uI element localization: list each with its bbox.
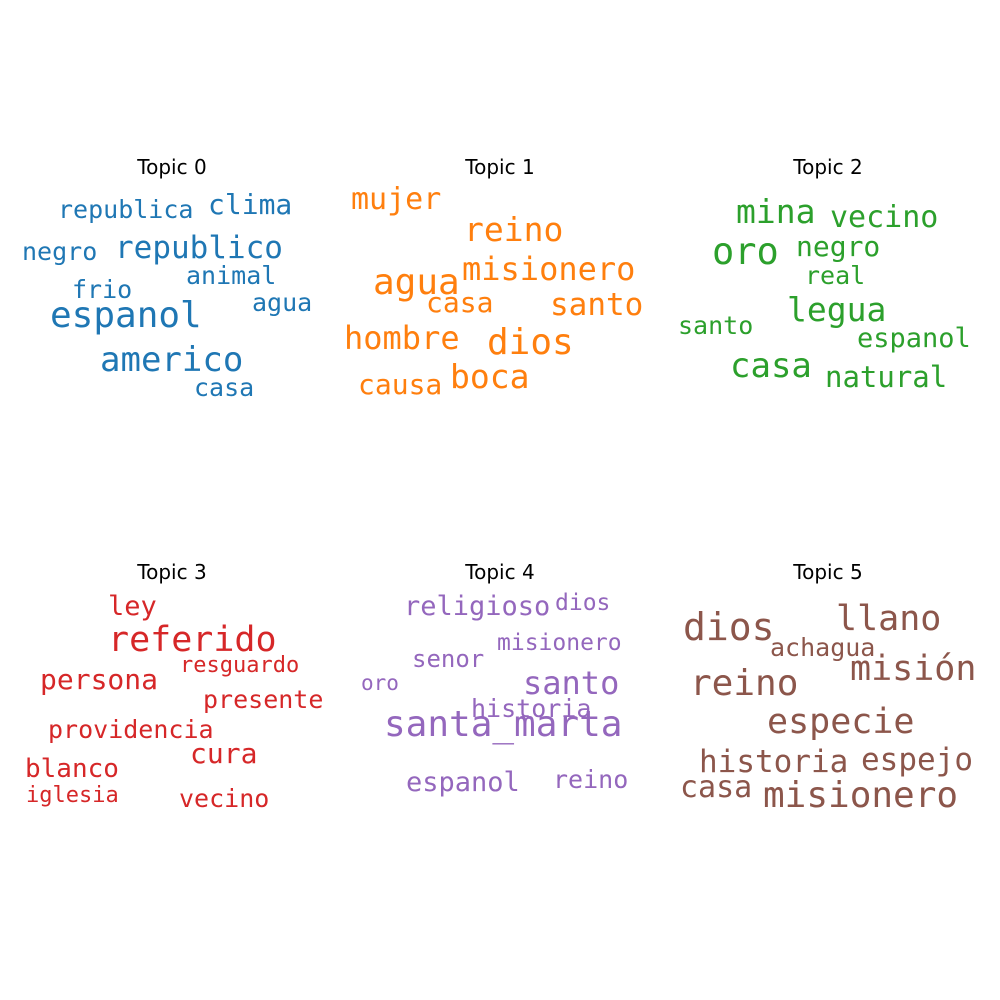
word-cloud: republica clima negro republico animal frio ag… (12, 155, 332, 405)
cloud-word: casa (680, 770, 753, 805)
cloud-word: republica (58, 195, 194, 224)
topic-panel-5: Topic 5 dios llano achagua misión reino especi… (668, 560, 988, 814)
topic-title: Topic 3 (137, 560, 207, 584)
cloud-word: agua (373, 262, 460, 303)
cloud-word: mujer (351, 182, 442, 217)
cloud-word: misión (850, 649, 977, 689)
topic-panel-3: Topic 3 ley referido resguardo persona presen… (12, 560, 332, 813)
word-cloud: mina vecino oro negro real legua santo espanol c… (668, 155, 988, 405)
cloud-word: religioso (404, 591, 551, 622)
topic-title: Topic 5 (793, 560, 863, 584)
word-cloud: dios llano achagua misión reino especie histor… (668, 560, 988, 814)
cloud-word: santa_marta (384, 704, 623, 745)
topic-panel-2: Topic 2 mina vecino oro negro real legua santo e… (668, 155, 988, 405)
cloud-word: dios (683, 605, 775, 649)
cloud-word: cura (190, 737, 258, 770)
cloud-word: santo (678, 311, 754, 340)
topic-title: Topic 1 (465, 155, 535, 179)
cloud-word: casa (194, 373, 255, 402)
cloud-word: referido (108, 620, 277, 660)
cloud-word: causa (358, 368, 443, 401)
cloud-word: blanco (25, 754, 119, 784)
cloud-word: espejo (861, 742, 973, 778)
cloud-word: casa (426, 286, 494, 319)
cloud-word: reino (553, 765, 629, 794)
cloud-word: presente (203, 685, 324, 714)
cloud-word: misionero (462, 250, 636, 288)
cloud-word: real (805, 261, 866, 290)
cloud-word: oro (361, 671, 399, 695)
cloud-word: reino (464, 210, 564, 249)
cloud-word: persona (40, 663, 159, 696)
cloud-word: casa (730, 346, 812, 386)
topic-panel-4: Topic 4 religioso dios misionero senor santo o… (340, 560, 660, 810)
cloud-word: natural (825, 360, 948, 394)
cloud-word: vecino (830, 200, 939, 235)
cloud-word: mina (736, 192, 816, 231)
cloud-word: santo (523, 664, 620, 702)
cloud-word: misionero (497, 630, 622, 656)
cloud-word: negro (796, 230, 881, 263)
cloud-word: hombre (344, 319, 460, 357)
cloud-word: republico (115, 230, 283, 266)
cloud-word: espanol (857, 323, 971, 354)
cloud-word: santo (550, 287, 644, 323)
cloud-word: llano (836, 599, 942, 639)
cloud-word: providencia (48, 715, 214, 744)
cloud-word: agua (252, 288, 313, 317)
cloud-word: especie (767, 702, 915, 742)
word-cloud: mujer reino agua misionero casa santo hombre di… (340, 155, 660, 405)
cloud-word: animal (186, 261, 277, 290)
cloud-word: achagua (770, 633, 876, 662)
cloud-word: clima (208, 188, 293, 221)
topic-title: Topic 4 (465, 560, 535, 584)
cloud-word: boca (450, 357, 530, 396)
word-cloud: ley referido resguardo persona presente provi… (12, 560, 332, 813)
cloud-word: ley (108, 591, 157, 622)
cloud-word: frio (72, 275, 133, 304)
word-cloud: religioso dios misionero senor santo oro histo… (340, 560, 660, 810)
topic-title: Topic 2 (793, 155, 863, 179)
cloud-word: historia (699, 744, 849, 780)
topic-title: Topic 0 (137, 155, 207, 179)
cloud-word: dios (487, 322, 574, 363)
cloud-word: resguardo (180, 653, 300, 678)
cloud-word: vecino (179, 784, 270, 813)
cloud-word: oro (712, 230, 779, 273)
cloud-word: negro (22, 237, 98, 266)
cloud-word: dios (555, 590, 611, 616)
topic-panel-0: Topic 0 republica clima negro republico anima… (12, 155, 332, 405)
cloud-word: historia (471, 694, 592, 723)
topic-panel-1: Topic 1 mujer reino agua misionero casa santo h… (340, 155, 660, 405)
cloud-word: senor (412, 645, 485, 673)
cloud-word: reino (690, 663, 799, 704)
cloud-word: espanol (406, 767, 520, 798)
cloud-word: iglesia (26, 783, 119, 808)
cloud-word: misionero (763, 775, 959, 816)
cloud-word: legua (787, 290, 887, 329)
cloud-word: americo (100, 340, 244, 380)
cloud-word: espanol (50, 295, 202, 336)
